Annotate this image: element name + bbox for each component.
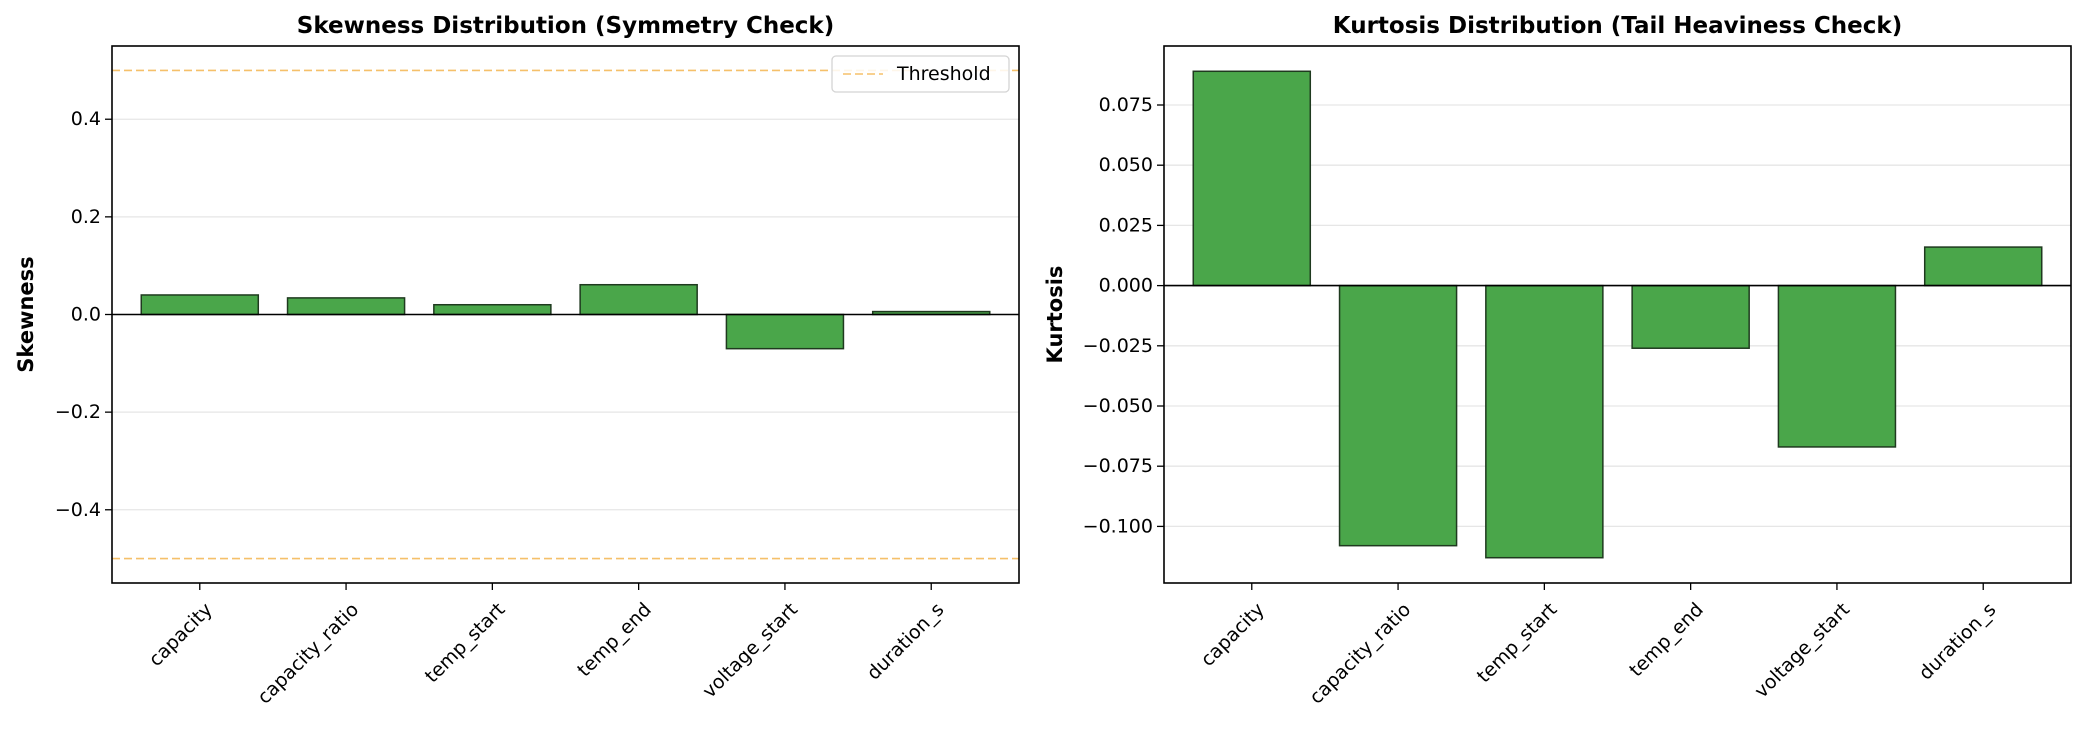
y-axis-label: Kurtosis <box>1043 266 1067 364</box>
x-tick-label: capacity_ratio <box>1305 599 1415 709</box>
bar-capacity <box>1192 70 1312 287</box>
bar-temp_start <box>1485 284 1604 559</box>
bar-capacity_ratio <box>1338 284 1458 547</box>
x-tick-label: temp_end <box>1625 599 1708 682</box>
plot-frame <box>1163 45 2072 584</box>
y-tick-label: −0.100 <box>1083 515 1153 537</box>
legend: Threshold <box>831 55 1010 93</box>
bar-capacity_ratio <box>286 297 406 316</box>
y-tick-label: 0.075 <box>1099 94 1153 116</box>
bar-temp_start <box>433 303 552 316</box>
y-tick-label: 0.4 <box>71 108 101 130</box>
y-tick-label: 0.025 <box>1099 214 1153 236</box>
y-tick-label: −0.075 <box>1083 455 1153 477</box>
skewness-chart: Skewness Distribution (Symmetry Check) S… <box>14 13 1020 709</box>
bar-temp_end <box>579 283 698 316</box>
x-tick-label: temp_end <box>573 599 656 682</box>
chart-title: Kurtosis Distribution (Tail Heaviness Ch… <box>1333 13 1902 39</box>
x-tick-label: temp_start <box>1473 599 1562 688</box>
x-tick-label: duration_s <box>863 599 949 685</box>
x-tick-label: duration_s <box>1915 599 2001 685</box>
x-tick-label: voltage_start <box>1750 599 1854 703</box>
legend-label: Threshold <box>896 63 991 85</box>
legend-box <box>831 55 1010 93</box>
x-tick-label: capacity <box>1197 599 1269 671</box>
plot-frame <box>111 45 1020 584</box>
bar-voltage_start <box>725 313 845 350</box>
x-tick-label: voltage_start <box>698 599 802 703</box>
y-tick-label: −0.050 <box>1083 395 1153 417</box>
bar-temp_end <box>1631 284 1750 349</box>
kurtosis-chart: Kurtosis Distribution (Tail Heaviness Ch… <box>1043 13 2072 709</box>
bar-voltage_start <box>1777 284 1897 448</box>
y-tick-label: 0.000 <box>1099 275 1153 297</box>
y-tick-label: −0.4 <box>55 499 101 521</box>
y-axis-label: Skewness <box>14 256 38 372</box>
y-tick-label: −0.2 <box>55 401 101 423</box>
y-tick-label: 0.0 <box>71 304 101 326</box>
bar-capacity <box>140 294 260 316</box>
chart-title: Skewness Distribution (Symmetry Check) <box>297 13 834 39</box>
y-tick-label: 0.050 <box>1099 154 1153 176</box>
x-tick-label: capacity <box>145 599 217 671</box>
x-tick-label: temp_start <box>421 599 510 688</box>
x-tick-label: capacity_ratio <box>253 599 363 709</box>
y-tick-label: −0.025 <box>1083 335 1153 357</box>
y-tick-label: 0.2 <box>71 206 101 228</box>
bar-duration_s <box>1923 246 2043 287</box>
